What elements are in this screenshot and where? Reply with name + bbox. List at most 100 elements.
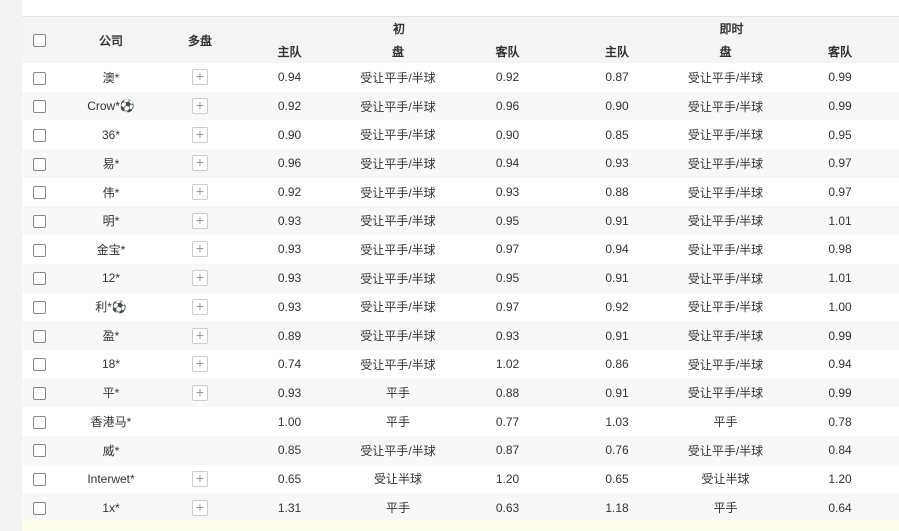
row-checkbox[interactable] (32, 301, 46, 314)
row-checkbox[interactable] (32, 214, 46, 228)
row-checkbox[interactable] (32, 272, 46, 286)
odds-table: 公司 多盘 初 即时 主队 盘 客队 主队 盘 客队 澳* + 0.94 受让平… (22, 17, 899, 522)
plus-icon[interactable]: + (192, 327, 208, 344)
summary-row (22, 520, 899, 531)
plus-icon[interactable]: + (192, 98, 208, 115)
row-checkbox[interactable] (32, 415, 46, 429)
table-row: Interwet* + 0.65 受让半球 1.20 0.65 受让半球 1.2… (22, 465, 899, 494)
row-select[interactable] (22, 63, 56, 92)
live-home-odds: 0.90 (605, 99, 629, 114)
row-select[interactable] (22, 407, 56, 436)
plus-icon[interactable]: + (192, 212, 208, 229)
row-select[interactable] (22, 379, 56, 408)
live-line: 受让平手/半球 (687, 214, 764, 229)
table-row: 利*⚽ + 0.93 受让平手/半球 0.97 0.92 受让平手/半球 1.0… (22, 293, 899, 322)
initial-away-odds: 0.97 (495, 242, 520, 257)
row-select[interactable] (22, 206, 56, 235)
company-name: 易* (102, 156, 120, 171)
live-away-odds: 0.94 (828, 357, 852, 372)
row-select[interactable] (22, 120, 56, 149)
header-initial-line: 盘 (345, 40, 451, 63)
row-select[interactable] (22, 350, 56, 379)
live-home-odds: 1.03 (605, 414, 629, 429)
plus-icon[interactable]: + (192, 384, 208, 401)
plus-icon[interactable]: + (192, 126, 208, 143)
live-line: 平手 (713, 415, 738, 430)
row-select[interactable] (22, 436, 56, 465)
row-select[interactable] (22, 465, 56, 494)
row-checkbox[interactable] (32, 128, 46, 142)
initial-home-odds: 0.85 (277, 443, 302, 458)
live-line: 受让平手/半球 (687, 70, 764, 85)
row-checkbox[interactable] (32, 186, 46, 200)
row-select[interactable] (22, 235, 56, 264)
row-checkbox[interactable] (32, 243, 46, 257)
header-live-line: 盘 (670, 40, 782, 63)
initial-line: 受让半球 (373, 472, 422, 487)
row-select[interactable] (22, 493, 56, 522)
table-row: Crow*⚽ + 0.92 受让平手/半球 0.96 0.90 受让平手/半球 … (22, 91, 899, 121)
live-home-odds: 0.91 (605, 271, 629, 286)
row-select[interactable] (22, 92, 56, 121)
multi-cell: + (166, 350, 234, 379)
company-name: 利*⚽ (95, 300, 127, 315)
initial-line: 受让平手/半球 (360, 185, 436, 200)
initial-away-odds: 0.93 (495, 185, 520, 200)
live-home-odds: 1.18 (605, 500, 629, 515)
live-away-odds: 0.99 (828, 328, 852, 343)
live-home-odds: 0.86 (605, 357, 629, 372)
multi-cell: + (166, 92, 234, 121)
plus-icon[interactable]: + (192, 470, 208, 487)
multi-cell: + (166, 235, 234, 264)
row-checkbox[interactable] (32, 473, 46, 487)
plus-icon[interactable]: + (192, 69, 208, 86)
header-multi: 多盘 (166, 17, 234, 63)
row-checkbox[interactable] (32, 501, 46, 515)
table-row: 18* + 0.74 受让平手/半球 1.02 0.86 受让平手/半球 0.9… (22, 350, 899, 379)
row-select[interactable] (22, 321, 56, 350)
live-line: 受让平手/半球 (687, 329, 764, 344)
row-select[interactable] (22, 178, 56, 207)
live-home-odds: 0.94 (605, 242, 629, 257)
plus-icon[interactable]: + (192, 356, 208, 373)
row-checkbox[interactable] (32, 358, 46, 372)
plus-icon[interactable]: + (192, 270, 208, 287)
row-select[interactable] (22, 293, 56, 322)
live-home-odds: 0.91 (605, 213, 629, 228)
row-checkbox[interactable] (32, 71, 46, 85)
row-select[interactable] (22, 264, 56, 293)
row-checkbox[interactable] (32, 157, 46, 171)
live-line: 受让平手/半球 (687, 443, 764, 458)
live-away-odds: 1.01 (828, 271, 852, 286)
live-line: 受让半球 (701, 472, 750, 487)
row-select[interactable] (22, 149, 56, 178)
plus-icon[interactable]: + (192, 184, 208, 201)
live-away-odds: 0.95 (828, 127, 852, 142)
row-checkbox[interactable] (32, 100, 46, 114)
row-checkbox[interactable] (32, 444, 46, 458)
initial-away-odds: 0.87 (495, 443, 520, 458)
live-line: 受让平手/半球 (687, 185, 764, 200)
toolbar (22, 0, 899, 17)
initial-away-odds: 0.77 (495, 414, 520, 429)
header-live-away: 客队 (781, 40, 899, 63)
initial-line: 受让平手/半球 (360, 99, 436, 114)
initial-away-odds: 0.96 (495, 99, 520, 114)
initial-line: 受让平手/半球 (360, 300, 436, 315)
table-row: 明* + 0.93 受让平手/半球 0.95 0.91 受让平手/半球 1.01 (22, 206, 899, 236)
live-away-odds: 0.99 (828, 99, 852, 114)
select-all[interactable] (22, 17, 56, 63)
plus-icon[interactable]: + (192, 499, 208, 516)
initial-line: 受让平手/半球 (360, 214, 436, 229)
plus-icon[interactable]: + (192, 155, 208, 172)
initial-line: 平手 (385, 415, 410, 430)
live-line: 受让平手/半球 (687, 271, 764, 286)
select-all-checkbox[interactable] (32, 34, 46, 48)
row-checkbox[interactable] (32, 329, 46, 343)
live-home-odds: 0.76 (605, 443, 629, 458)
row-checkbox[interactable] (32, 387, 46, 401)
live-home-odds: 0.85 (605, 127, 629, 142)
plus-icon[interactable]: + (192, 298, 208, 315)
odds-table-container: 公司 多盘 初 即时 主队 盘 客队 主队 盘 客队 澳* + 0.94 受让平… (22, 17, 899, 522)
plus-icon[interactable]: + (192, 241, 208, 258)
